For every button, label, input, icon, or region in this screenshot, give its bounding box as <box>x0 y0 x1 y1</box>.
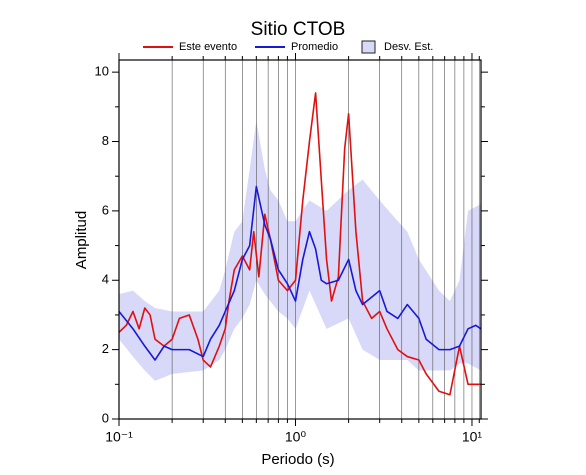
x-tick-label: 10¹ <box>462 429 483 445</box>
y-tick-label: 4 <box>102 272 109 287</box>
series-line <box>119 92 481 396</box>
y-tick-label: 2 <box>102 341 109 356</box>
legend-label: Promedio <box>291 41 338 53</box>
x-tick-label: 10⁰ <box>285 429 307 445</box>
y-tick-label: 0 <box>102 410 109 425</box>
legend-label: Desv. Est. <box>384 41 433 53</box>
plot-area <box>119 60 481 419</box>
legend-swatch <box>361 40 376 54</box>
series-line <box>119 185 481 361</box>
x-axis-title: Periodo (s) <box>261 451 334 468</box>
y-tick-label: 10 <box>95 64 109 79</box>
y-axis-title: Amplitud <box>73 211 90 269</box>
y-tick-label: 6 <box>102 202 109 217</box>
x-tick-label: 10⁻¹ <box>105 429 133 445</box>
legend-label: Este evento <box>179 41 237 53</box>
std-band <box>119 120 481 381</box>
plot-frame <box>118 59 482 420</box>
y-tick-label: 8 <box>102 133 109 148</box>
chart-title: Sitio CTOB <box>251 19 346 40</box>
